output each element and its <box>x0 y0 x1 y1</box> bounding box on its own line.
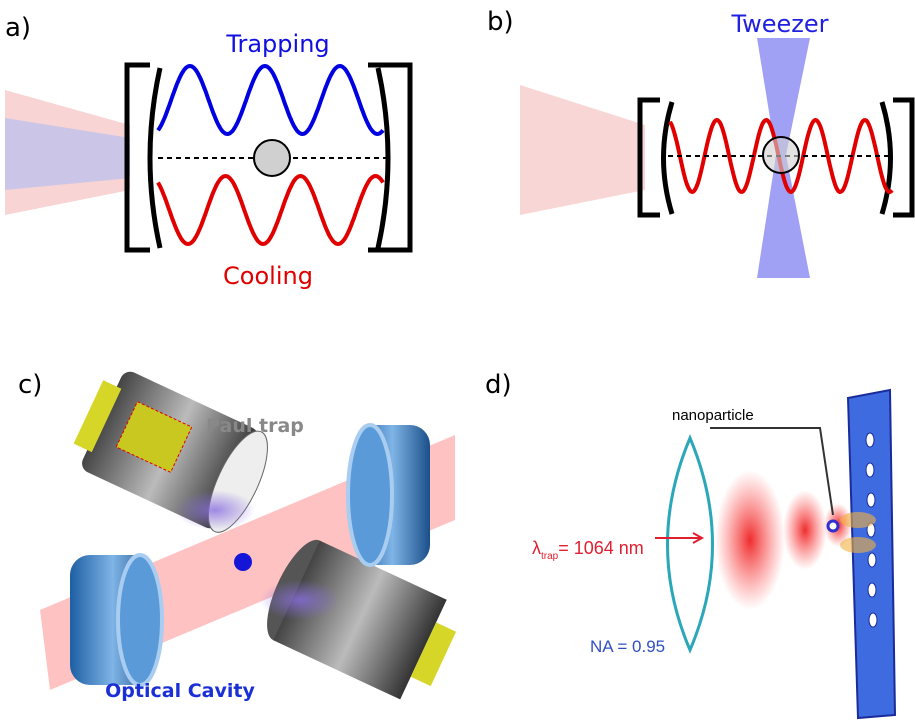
cavity-mirror-left <box>70 555 162 685</box>
panel-a: a) Trapping Cooling <box>5 13 410 290</box>
panel-label: d) <box>485 370 512 400</box>
trap-field <box>175 490 255 530</box>
na-label: NA = 0.95 <box>590 637 665 656</box>
cooling-label: Cooling <box>223 262 313 290</box>
lambda-subscript: trap <box>541 551 559 562</box>
tweezer-label: Tweezer <box>730 10 828 38</box>
beam-lobe <box>715 470 785 610</box>
particle <box>234 553 252 571</box>
particle <box>254 140 290 176</box>
beam-cone <box>520 85 645 215</box>
panel-d: d) nanoparticle λtrap= 1064 nm NA = 0.95 <box>485 370 895 718</box>
panel-label: b) <box>487 7 514 37</box>
particle <box>763 137 799 173</box>
paul-trap-label: Paul trap <box>206 415 304 437</box>
beam-lobe <box>783 490 827 570</box>
nanoparticle <box>828 521 838 531</box>
field-band <box>840 512 876 528</box>
trapping-wave <box>158 66 383 134</box>
lambda-value: = 1064 nm <box>558 538 644 558</box>
lambda: λ <box>532 538 541 558</box>
figure: a) Trapping Cooling b) Tweezer <box>0 0 915 726</box>
wavelength-arrow <box>655 533 702 543</box>
trap-field <box>260 580 340 620</box>
optical-cavity-label: Optical Cavity <box>105 680 255 702</box>
nanoparticle-label: nanoparticle <box>672 407 754 424</box>
cooling-wave <box>158 176 383 244</box>
wavelength-label: λtrap= 1064 nm <box>532 538 644 562</box>
panel-c: c) Paul trap Optical Cavity <box>18 362 467 709</box>
cavity-mirror-right <box>348 425 430 565</box>
panel-b: b) Tweezer <box>487 7 912 278</box>
panel-label: c) <box>18 370 42 400</box>
trapping-label: Trapping <box>225 30 329 58</box>
mirror-right <box>882 100 912 215</box>
mirror-left <box>127 65 160 250</box>
panel-label: a) <box>5 13 31 43</box>
lens <box>668 438 713 650</box>
field-band <box>840 537 876 553</box>
